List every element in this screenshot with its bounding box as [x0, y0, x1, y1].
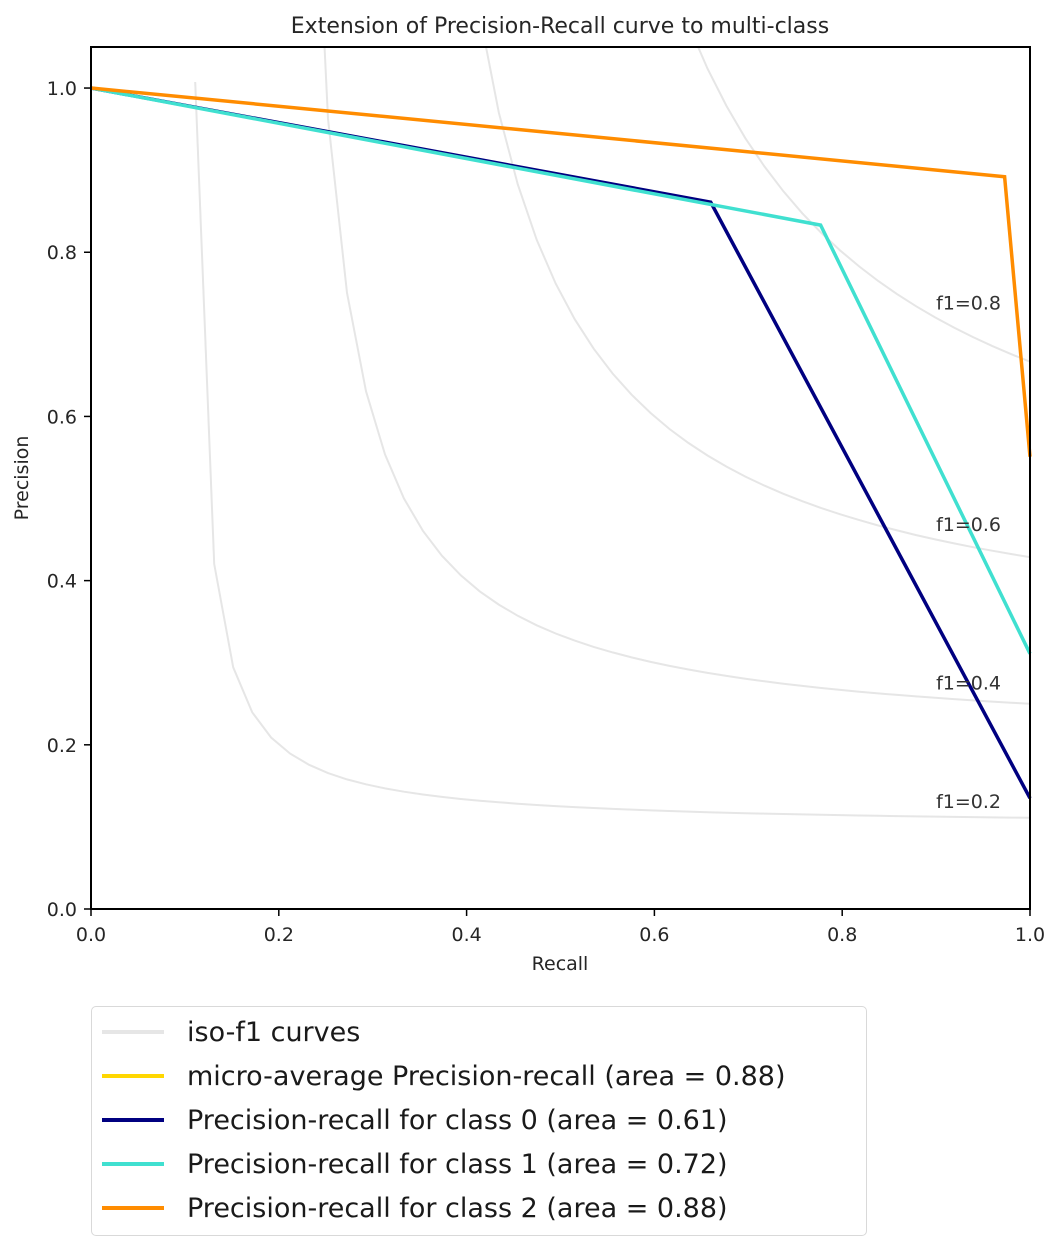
x-tick-label: 0.4: [451, 924, 481, 946]
pr-chart: Extension of Precision-Recall curve to m…: [11, 14, 1045, 975]
x-tick-label: 0.0: [76, 924, 106, 946]
y-tick-label: 0.2: [47, 735, 77, 757]
legend-label: iso-f1 curves: [187, 1016, 361, 1048]
series-line-2: [90, 86, 1032, 655]
iso-f1-annotation: f1=0.6: [936, 514, 1001, 536]
x-tick-label: 0.2: [264, 924, 294, 946]
y-tick-label: 0.6: [47, 406, 77, 428]
legend: iso-f1 curves micro-average Precision-re…: [91, 1006, 867, 1236]
legend-label: Precision-recall for class 0 (area = 0.6…: [187, 1104, 728, 1136]
y-tick-label: 1.0: [47, 78, 77, 100]
legend-label: Precision-recall for class 1 (area = 0.7…: [187, 1148, 728, 1180]
y-tick-label: 0.8: [47, 242, 77, 264]
y-tick-label: 0.0: [47, 899, 77, 921]
iso-f1-curve-0.2: [194, 81, 1030, 819]
iso-f1-annotation: f1=0.8: [936, 292, 1001, 314]
x-axis-label: Recall: [532, 953, 589, 975]
series-line-1: [90, 86, 1032, 800]
x-tick-label: 0.6: [639, 924, 669, 946]
legend-swatch-class-0: [102, 1118, 164, 1122]
series-line-3: [90, 86, 1032, 457]
y-axis-label: Precision: [11, 436, 33, 521]
y-tick-label: 0.4: [47, 571, 77, 593]
legend-swatch-class-1: [102, 1162, 164, 1166]
legend-swatch-micro-average: [102, 1074, 164, 1078]
x-tick-label: 1.0: [1015, 924, 1045, 946]
legend-label: Precision-recall for class 2 (area = 0.8…: [187, 1192, 728, 1224]
chart-title: Extension of Precision-Recall curve to m…: [291, 14, 829, 39]
x-tick-label: 0.8: [827, 924, 857, 946]
legend-swatch-iso-f1: [102, 1030, 164, 1034]
series-layer: [90, 86, 1032, 800]
iso-f1-annotation: f1=0.4: [936, 672, 1001, 694]
legend-swatch-class-2: [102, 1206, 164, 1210]
iso-f1-layer: [194, 47, 1030, 819]
iso-f1-curve-0.6: [485, 47, 1030, 559]
axes-frame: [90, 46, 1031, 910]
x-axis-ticks: 0.0 0.2 0.4 0.6 0.8 1.0: [76, 909, 1045, 946]
iso-f1-annotation: f1=0.2: [936, 791, 1001, 813]
legend-label: micro-average Precision-recall (area = 0…: [187, 1060, 786, 1092]
iso-f1-curve-0.4: [323, 47, 1030, 705]
y-axis-ticks: 0.0 0.2 0.4 0.6 0.8 1.0: [47, 78, 91, 921]
